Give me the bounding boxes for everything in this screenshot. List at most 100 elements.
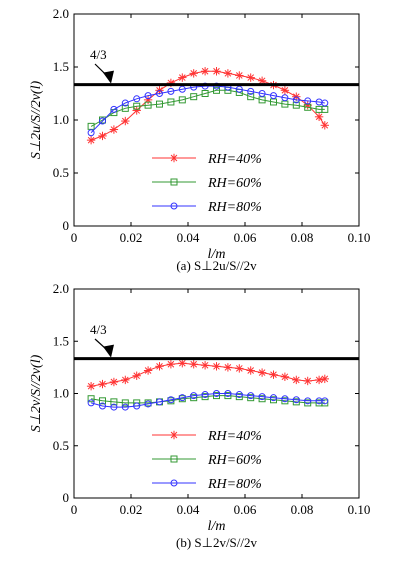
legend-entry: RH=60%: [207, 453, 262, 468]
x-tick-label: 0.10: [348, 230, 371, 245]
series-line: [91, 362, 325, 387]
data-point: [321, 397, 329, 405]
x-tick-label: 0: [71, 230, 78, 245]
data-point: [99, 132, 106, 140]
data-point: [224, 392, 232, 400]
data-point: [201, 67, 209, 75]
data-point: [235, 391, 243, 399]
series-circle: [87, 390, 329, 411]
y-axis-label: S⊥2u/S//2v(l): [29, 81, 44, 160]
data-point: [121, 403, 129, 411]
data-point: [258, 90, 266, 97]
chart-panel-a: 0 0.02 0.04 0.06 0.08 0.10 0 0.5 1.0 1.5 2.0 l/m S⊥2…: [29, 6, 370, 273]
data-point: [304, 377, 312, 385]
data-point: [258, 369, 266, 376]
panel-caption: (b) S⊥2v/S//2v: [176, 535, 258, 550]
data-point: [247, 74, 255, 81]
x-tick-label: 0.08: [291, 230, 314, 245]
data-point: [258, 77, 266, 85]
data-point: [156, 100, 163, 108]
y-tick-label: 1.5: [53, 333, 69, 348]
data-point: [292, 396, 300, 404]
data-point: [156, 90, 163, 97]
legend-entry: RH=40%: [207, 429, 262, 444]
data-point: [304, 397, 312, 405]
data-point: [99, 117, 106, 125]
legend-entry: RH=40%: [207, 152, 262, 167]
data-point: [235, 393, 243, 401]
y-tick-label: 1.0: [53, 386, 69, 401]
data-point: [224, 390, 232, 397]
reference-label: 4/3: [90, 322, 107, 337]
data-point: [315, 113, 323, 121]
data-point: [121, 117, 129, 125]
data-point: [170, 479, 178, 487]
data-point: [170, 202, 178, 210]
data-point: [99, 402, 106, 410]
data-point: [213, 390, 220, 397]
data-point: [292, 398, 300, 406]
data-point: [170, 431, 178, 439]
data-point: [213, 67, 220, 75]
data-point: [213, 86, 220, 94]
data-point: [156, 363, 163, 370]
data-point: [121, 99, 129, 107]
data-point: [110, 403, 118, 411]
data-point: [281, 373, 289, 381]
data-point: [190, 394, 198, 402]
data-point: [167, 396, 175, 404]
data-point: [292, 376, 300, 384]
data-point: [178, 96, 186, 104]
data-point: [270, 394, 277, 402]
data-point: [281, 395, 289, 403]
data-point: [201, 90, 209, 97]
data-point: [144, 101, 152, 109]
data-point: [321, 121, 329, 129]
y-tick-label: 2.0: [53, 281, 69, 296]
reference-label: 4/3: [90, 47, 107, 62]
series-star: [86, 67, 329, 145]
legend: RH=40% RH=60% RH=80%: [152, 152, 262, 215]
data-point: [201, 391, 209, 399]
legend-entry: RH=80%: [207, 477, 262, 492]
y-tick-label: 1.0: [53, 112, 69, 127]
y-tick-label: 2.0: [53, 6, 69, 21]
y-tick-label: 0: [63, 218, 70, 233]
legend-entry: RH=60%: [207, 176, 262, 191]
data-point: [167, 98, 175, 106]
series-square: [87, 86, 329, 130]
data-point: [190, 392, 198, 400]
data-point: [190, 360, 198, 368]
data-point: [121, 104, 129, 112]
data-point: [235, 85, 243, 93]
x-tick-label: 0.02: [120, 502, 143, 517]
data-point: [87, 395, 95, 403]
data-point: [156, 398, 163, 406]
data-point: [292, 96, 300, 104]
data-point: [201, 361, 209, 369]
data-point: [87, 129, 95, 137]
data-point: [87, 399, 95, 407]
data-point: [99, 380, 106, 388]
data-point: [170, 178, 178, 186]
data-point: [178, 85, 186, 93]
data-point: [110, 378, 118, 386]
y-tick-label: 0: [63, 490, 70, 505]
data-point: [270, 396, 277, 404]
x-axis-label: l/m: [208, 247, 226, 262]
data-point: [178, 359, 186, 367]
legend-entry: RH=80%: [207, 200, 262, 215]
reference-arrowhead: [103, 70, 114, 84]
data-point: [201, 393, 209, 401]
data-point: [304, 97, 312, 105]
data-point: [281, 94, 289, 102]
data-point: [190, 93, 198, 101]
data-point: [133, 95, 141, 103]
data-point: [213, 363, 220, 370]
data-point: [167, 87, 175, 95]
data-point: [292, 101, 300, 109]
series-line: [90, 70, 326, 141]
data-point: [190, 70, 198, 77]
data-point: [247, 394, 255, 402]
